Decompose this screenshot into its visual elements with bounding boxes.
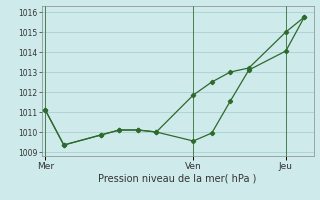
X-axis label: Pression niveau de la mer( hPa ): Pression niveau de la mer( hPa ) [99, 173, 257, 183]
